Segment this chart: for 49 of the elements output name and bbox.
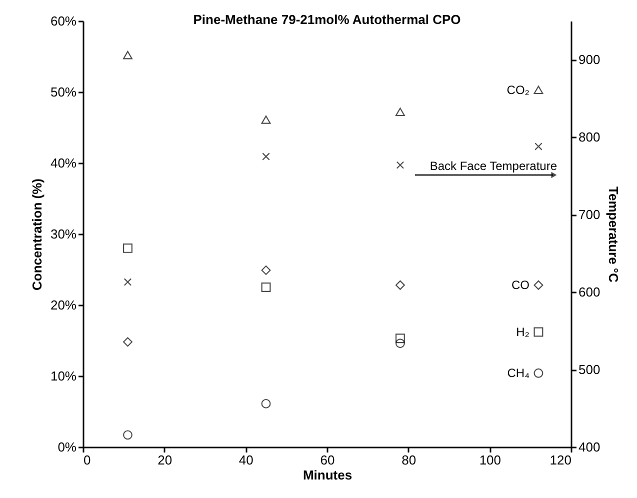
y-tick-label: 40% [50, 156, 77, 170]
x-tick-label: 120 [550, 452, 572, 468]
point [124, 278, 132, 286]
point [534, 280, 544, 290]
series-label: H₂ [516, 324, 530, 339]
y2-tick-label: 500 [578, 362, 600, 378]
point [395, 338, 405, 348]
y-tick-label: 0% [58, 440, 77, 454]
x-tick-label: 100 [479, 452, 502, 468]
y2-axis-title: Temperature °C [606, 186, 622, 284]
point [395, 334, 405, 344]
y-tick-label: 60% [50, 14, 77, 28]
point [395, 280, 405, 290]
y-axis-title: Concentration (%) [29, 178, 44, 290]
x-tick-label: 80 [402, 452, 416, 468]
series-label: CH₄ [507, 366, 530, 380]
x-axis-title: Minutes [302, 468, 352, 482]
y2-tick-label: 700 [578, 207, 600, 222]
x-tick-label: 60 [320, 452, 335, 468]
point [123, 337, 132, 347]
point [123, 243, 132, 253]
y-tick-label: 10% [50, 368, 77, 384]
point [123, 430, 132, 440]
point [534, 368, 544, 378]
point [261, 116, 271, 124]
point [396, 161, 404, 169]
chart-title: Pine-Methane 79-21mol% Autothermal CPO [193, 12, 461, 27]
y2-tick-label: 600 [578, 284, 600, 300]
y-tick-label: 20% [50, 298, 77, 312]
y2-tick-label: 800 [578, 130, 600, 145]
x-tick-label: 20 [158, 452, 172, 468]
y-tick-label: 30% [50, 226, 77, 242]
point [261, 265, 271, 275]
point [534, 86, 544, 94]
x-tick-label: 40 [238, 452, 254, 468]
point [395, 108, 405, 116]
series-label: CO₂ [506, 82, 530, 97]
y2-tick-label: 900 [578, 52, 600, 68]
point [534, 142, 542, 150]
y2-tick-label: 400 [578, 440, 600, 454]
x-tick-label: 0 [84, 452, 91, 468]
series-label: CO [511, 278, 530, 292]
y-tick-label: 50% [50, 84, 77, 100]
point [534, 327, 544, 337]
point [261, 282, 271, 292]
point [261, 398, 271, 408]
point [262, 152, 270, 160]
series-label: Back Face Temperature [430, 159, 558, 173]
point [123, 50, 132, 60]
